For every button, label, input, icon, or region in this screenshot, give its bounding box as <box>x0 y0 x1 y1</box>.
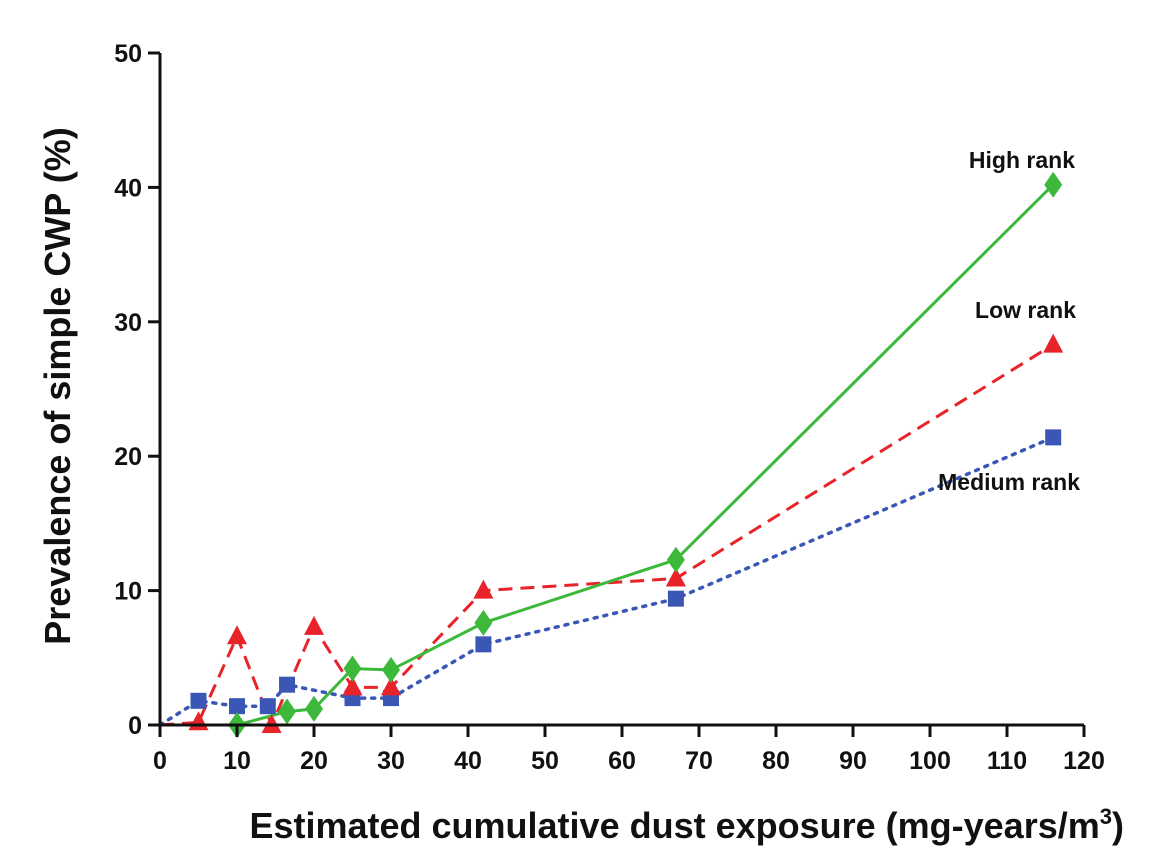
medium-rank-label: Medium rank <box>938 469 1080 495</box>
y-tick-label: 0 <box>128 712 142 740</box>
x-tick-label: 80 <box>762 747 790 775</box>
y-tick-label: 30 <box>114 309 142 337</box>
low-rank-marker <box>227 625 247 645</box>
series-markers <box>188 171 1064 738</box>
medium-rank-marker <box>475 636 492 653</box>
medium-rank-marker <box>667 590 684 607</box>
x-tick-label: 70 <box>685 747 713 775</box>
low-rank-marker <box>1043 333 1064 353</box>
high-rank-marker <box>666 546 685 573</box>
low-rank-marker <box>665 567 686 587</box>
high-rank-label: High rank <box>969 147 1075 173</box>
y-tick-label: 50 <box>114 40 142 68</box>
high-rank-line <box>160 183 1055 727</box>
low-rank-marker <box>342 676 363 696</box>
high-rank-marker <box>1044 171 1063 198</box>
x-axis-title-suffix: ) <box>1112 805 1124 846</box>
x-tick-label: 110 <box>987 747 1027 775</box>
x-tick-label: 20 <box>300 747 328 775</box>
y-tick-label: 40 <box>114 174 142 202</box>
low-rank-line <box>159 343 1054 729</box>
x-axis-title-superscript: 3 <box>1100 804 1112 829</box>
high-rank-marker <box>343 655 362 682</box>
medium-rank-marker <box>229 698 245 715</box>
low-rank-marker <box>381 676 401 696</box>
x-tick-label: 60 <box>608 747 636 775</box>
x-tick-label: 90 <box>839 747 867 775</box>
low-rank-marker <box>473 579 494 599</box>
medium-rank-marker <box>1045 429 1062 446</box>
low-rank-marker <box>304 615 324 635</box>
axes: 0 10 20 30 40 50 60 70 80 90 100 110 120 0 10 20 30 40 50 <box>114 40 1105 775</box>
y-tick-label: 20 <box>114 443 142 471</box>
x-tick-label: 10 <box>223 747 251 775</box>
plot-area <box>158 171 1064 738</box>
x-tick-label: 100 <box>909 747 951 775</box>
x-tick-label: 50 <box>531 747 559 775</box>
x-tick-label: 30 <box>377 747 405 775</box>
high-rank-marker <box>474 609 493 636</box>
medium-rank-marker <box>279 676 296 693</box>
series-labels: High rank Low rank Medium rank <box>938 147 1080 495</box>
x-axis-title: Estimated cumulative dust exposure (mg-y… <box>249 804 1124 846</box>
y-axis-ticks: 0 10 20 30 40 50 <box>114 40 160 740</box>
high-rank-marker <box>278 698 297 725</box>
y-axis-title: Prevalence of simple CWP (%) <box>37 127 78 645</box>
y-tick-label: 10 <box>114 578 142 606</box>
low-rank-marker <box>188 711 209 731</box>
x-axis-title-text: Estimated cumulative dust exposure (mg-y… <box>249 805 1099 846</box>
x-axis-ticks: 0 10 20 30 40 50 60 70 80 90 100 110 120 <box>153 725 1105 775</box>
high-rank-marker <box>382 656 400 683</box>
x-tick-label: 40 <box>454 747 482 775</box>
medium-rank-marker <box>190 692 207 709</box>
x-tick-label: 120 <box>1063 747 1105 775</box>
x-tick-label: 0 <box>153 747 167 775</box>
high-rank-marker <box>305 695 323 722</box>
low-rank-label: Low rank <box>975 297 1076 323</box>
series-lines <box>158 183 1055 729</box>
medium-rank-marker <box>259 698 276 715</box>
